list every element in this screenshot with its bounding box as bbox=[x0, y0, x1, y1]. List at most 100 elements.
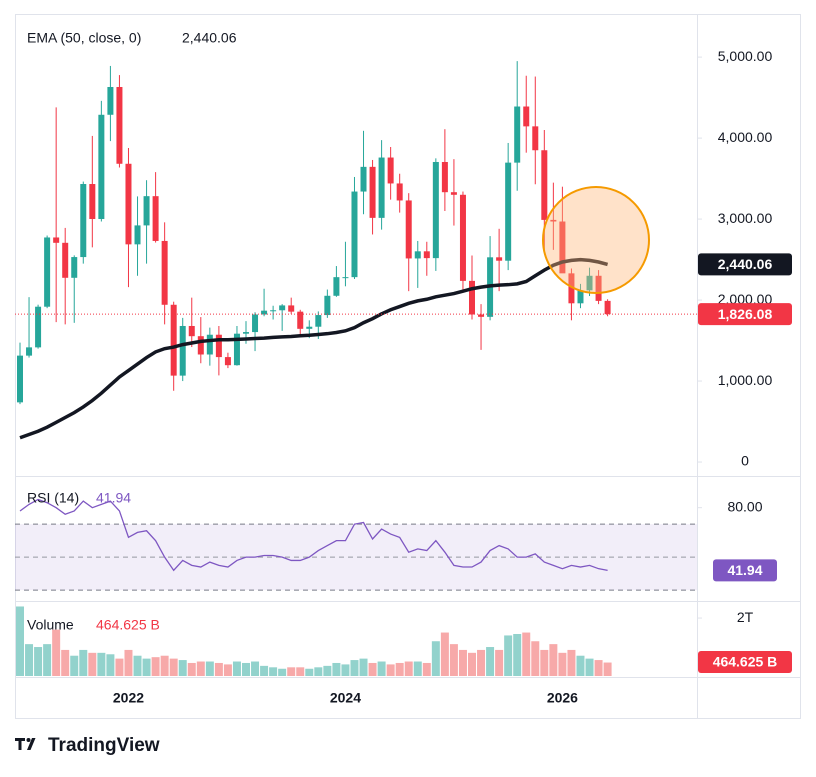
candle-body bbox=[342, 277, 349, 279]
candle-body bbox=[53, 237, 60, 243]
candle-body bbox=[35, 306, 42, 348]
candle-body bbox=[450, 192, 457, 195]
volume-bar bbox=[549, 644, 558, 676]
price-tag bbox=[698, 651, 792, 673]
candle-body bbox=[107, 86, 114, 115]
y-tick-label: 1,000.00 bbox=[718, 372, 773, 388]
volume-bar bbox=[305, 668, 314, 676]
candle-body bbox=[514, 106, 521, 163]
candle-body bbox=[568, 273, 575, 304]
volume-bar bbox=[468, 652, 476, 676]
candle-body bbox=[523, 106, 530, 127]
candle-body bbox=[550, 219, 557, 222]
ema-value: 2,440.06 bbox=[182, 30, 237, 46]
volume-bar bbox=[350, 660, 359, 676]
volume-bar bbox=[124, 649, 133, 676]
price-tag bbox=[698, 303, 792, 326]
volume-bar bbox=[43, 644, 52, 676]
volume-bar bbox=[287, 667, 296, 676]
candle-body bbox=[297, 311, 304, 329]
y-tick-label: 3,000.00 bbox=[718, 210, 773, 226]
volume-bar bbox=[79, 649, 88, 676]
candle-body bbox=[125, 163, 132, 245]
x-tick-label: 2024 bbox=[330, 690, 361, 706]
volume-bar bbox=[567, 649, 576, 676]
volume-bar bbox=[88, 652, 97, 676]
volume-bar bbox=[314, 667, 323, 676]
volume-bar bbox=[458, 649, 467, 676]
candle-body bbox=[26, 347, 33, 356]
volume-bar bbox=[522, 632, 531, 676]
price-tag bbox=[713, 559, 777, 582]
logo bbox=[15, 738, 36, 750]
volume-bar bbox=[422, 662, 431, 676]
candle-body bbox=[432, 161, 439, 259]
volume-bar bbox=[142, 658, 151, 676]
volume-bar bbox=[160, 655, 169, 676]
volume-title: Volume bbox=[27, 617, 74, 633]
y-tick-label: 2,000.00 bbox=[718, 291, 773, 307]
candle-body bbox=[459, 194, 466, 281]
candle-body bbox=[595, 275, 602, 301]
candle-body bbox=[478, 314, 485, 317]
volume-bar bbox=[449, 644, 458, 676]
candle-body bbox=[261, 310, 268, 315]
candle-body bbox=[134, 225, 141, 245]
candle-body bbox=[206, 334, 213, 355]
volume-bar bbox=[585, 658, 594, 676]
volume-bar bbox=[223, 664, 232, 676]
y-tick-label: 4,000.00 bbox=[718, 129, 773, 145]
candle-body bbox=[224, 357, 231, 366]
price-tag bbox=[698, 253, 792, 276]
rsi-value: 41.94 bbox=[96, 490, 131, 506]
volume-bar bbox=[504, 635, 513, 676]
candle-body bbox=[161, 240, 168, 305]
y-tick-label: 5,000.00 bbox=[718, 48, 773, 64]
volume-bar bbox=[61, 649, 70, 676]
volume-bar bbox=[440, 632, 449, 676]
volume-bar bbox=[52, 629, 61, 676]
candle-body bbox=[559, 221, 566, 274]
ema-title: EMA (50, close, 0) bbox=[27, 30, 141, 46]
volume-bar bbox=[413, 661, 422, 676]
frame bbox=[15, 14, 801, 719]
candle-body bbox=[98, 114, 105, 220]
candle-body bbox=[586, 275, 593, 291]
candle-body bbox=[351, 191, 358, 278]
volume-bar bbox=[486, 647, 495, 676]
volume-bar bbox=[232, 661, 241, 676]
candle-body bbox=[369, 166, 376, 218]
candle-body bbox=[414, 251, 421, 259]
candle-body bbox=[71, 257, 78, 278]
candle-body bbox=[116, 86, 123, 164]
x-tick-label: 2022 bbox=[113, 690, 144, 706]
candle-body bbox=[396, 183, 403, 201]
volume-bar bbox=[540, 649, 549, 676]
volume-bar bbox=[576, 655, 585, 676]
price-tag-label: 2,440.06 bbox=[718, 256, 773, 272]
volume-bar bbox=[106, 654, 115, 676]
volume-bar bbox=[377, 661, 386, 676]
candle-body bbox=[80, 184, 87, 258]
volume-bar bbox=[70, 655, 79, 676]
volume-bar bbox=[513, 633, 522, 676]
volume-bar bbox=[395, 662, 404, 676]
candle-body bbox=[541, 150, 548, 220]
candle-body bbox=[469, 280, 475, 315]
price-tag-label: 464.625 B bbox=[713, 654, 778, 670]
candle-body bbox=[179, 325, 186, 376]
price-tag-label: 41.94 bbox=[727, 562, 762, 578]
candle-body bbox=[387, 157, 394, 184]
volume-bar bbox=[495, 649, 504, 676]
volume-bar bbox=[25, 644, 34, 676]
volume-bar bbox=[296, 667, 305, 676]
candle-body bbox=[496, 257, 503, 261]
rsi-title: RSI (14) bbox=[27, 490, 79, 506]
candle-body bbox=[188, 325, 195, 337]
candle-body bbox=[532, 126, 539, 151]
candle-body bbox=[233, 333, 240, 366]
volume-bar bbox=[169, 658, 178, 676]
volume-bar bbox=[359, 658, 368, 676]
volume-bar bbox=[260, 665, 269, 676]
volume-bar bbox=[278, 668, 287, 676]
